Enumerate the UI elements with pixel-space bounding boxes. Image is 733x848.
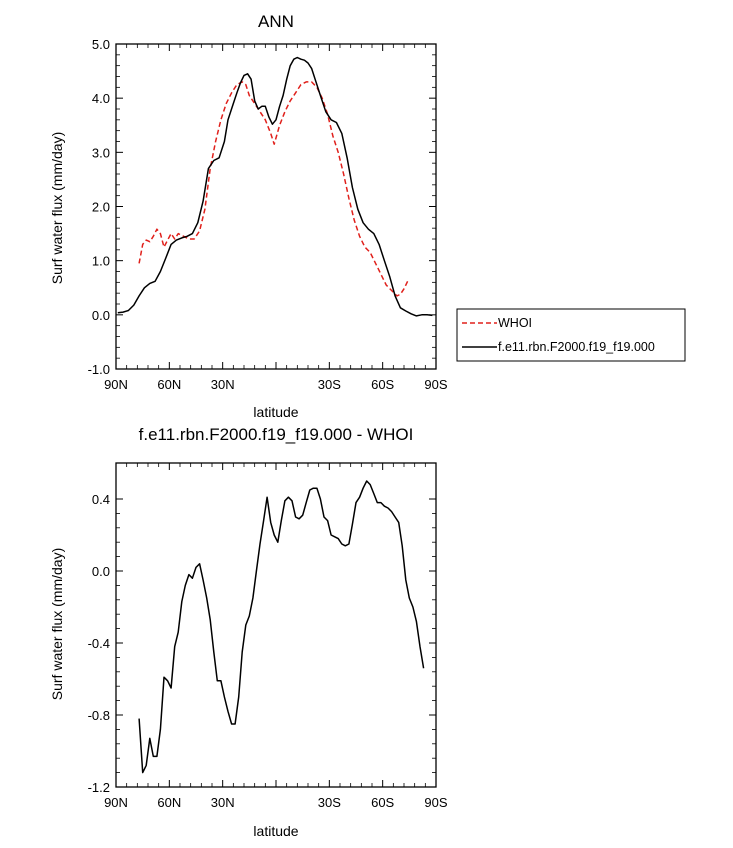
y-tick-label: 5.0 [92, 37, 110, 52]
chart-title: ANN [258, 12, 294, 31]
chart-difference: f.e11.rbn.F2000.f19_f19.000 - WHOI Surf … [49, 425, 448, 839]
chart-ann: ANN Surf water flux (mm/day) latitude 90… [49, 12, 448, 420]
series-line-1 [117, 56, 433, 317]
axis-ticks [115, 463, 437, 788]
axis-ticks [115, 43, 437, 370]
tick-labels: 90N 60N 30N 30S 60S 90S -1.0 0.0 1.0 2.0 3.0 4.0 5.0 [88, 37, 448, 392]
y-tick-label: -0.8 [88, 708, 110, 723]
x-tick-label: 90N [104, 377, 128, 392]
x-axis-label: latitude [253, 823, 298, 839]
x-tick-label: 60S [371, 795, 394, 810]
plot-frame [115, 43, 437, 370]
x-tick-label: 60S [371, 377, 394, 392]
series-line-0 [138, 81, 409, 297]
y-tick-label: -0.4 [88, 636, 110, 651]
y-tick-label: 1.0 [92, 254, 110, 269]
y-axis-label: Surf water flux (mm/day) [49, 548, 65, 700]
series-layer [117, 56, 433, 317]
x-tick-label: 30S [318, 377, 341, 392]
y-tick-label: 0.0 [92, 564, 110, 579]
series-layer [138, 480, 425, 774]
x-tick-label: 90S [424, 377, 447, 392]
x-axis-label: latitude [253, 404, 298, 420]
y-tick-label: 0.4 [92, 492, 110, 507]
chart-title: f.e11.rbn.F2000.f19_f19.000 - WHOI [139, 425, 414, 444]
legend-box [456, 308, 686, 362]
y-tick-label: -1.0 [88, 362, 110, 377]
y-tick-label: 2.0 [92, 200, 110, 215]
x-tick-label: 30S [318, 795, 341, 810]
legend-label-whoi: WHOI [498, 316, 532, 330]
y-tick-label: 0.0 [92, 308, 110, 323]
x-tick-label: 30N [211, 377, 235, 392]
y-tick-label: 3.0 [92, 145, 110, 160]
x-tick-label: 30N [211, 795, 235, 810]
x-tick-label: 60N [157, 795, 181, 810]
x-tick-label: 90N [104, 795, 128, 810]
x-tick-label: 60N [157, 377, 181, 392]
y-axis-label: Surf water flux (mm/day) [49, 132, 65, 284]
legend: WHOI f.e11.rbn.F2000.f19_f19.000 [456, 308, 686, 362]
x-tick-label: 90S [424, 795, 447, 810]
y-tick-label: 4.0 [92, 91, 110, 106]
legend-label-model: f.e11.rbn.F2000.f19_f19.000 [498, 340, 655, 354]
series-line-0 [138, 480, 425, 774]
y-tick-label: -1.2 [88, 780, 110, 795]
plot-frame [115, 462, 437, 788]
tick-labels: 90N 60N 30N 30S 60S 90S -1.2 -0.8 -0.4 0.0 0.4 [88, 492, 448, 810]
